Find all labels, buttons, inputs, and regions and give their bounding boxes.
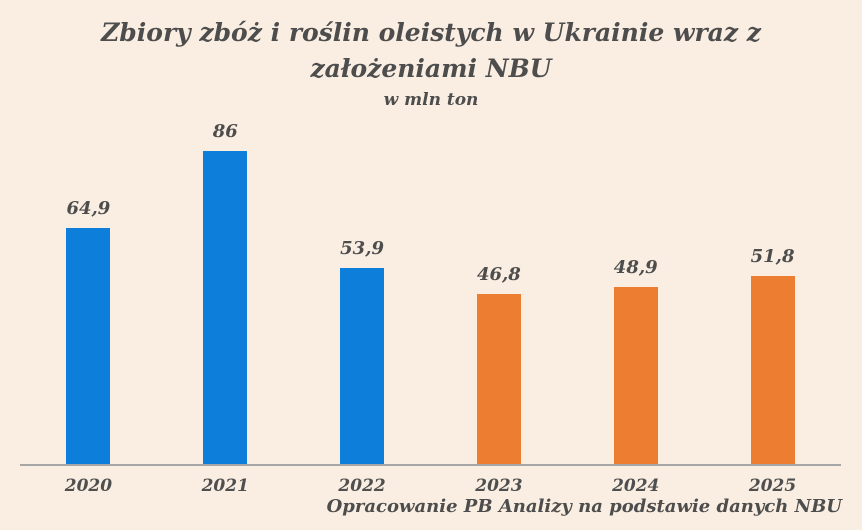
bar-value-label-2023: 46,8 xyxy=(476,264,521,285)
x-axis-label-2024: 2024 xyxy=(612,476,660,496)
x-axis-label-2025: 2025 xyxy=(748,476,797,496)
bar-slot-2024: 48,9 xyxy=(567,258,704,465)
bar-slot-2020: 64,9 xyxy=(20,199,157,465)
bar-2021 xyxy=(203,151,248,465)
bar-2025 xyxy=(750,276,795,465)
bar-value-label-2022: 53,9 xyxy=(340,238,384,259)
bar-slot-2021: 86 xyxy=(157,122,294,465)
chart-title-line-1: Zbiory zbóż i roślin oleistych w Ukraini… xyxy=(101,18,761,47)
chart-title: Zbiory zbóż i roślin oleistych w Ukraini… xyxy=(0,15,862,87)
bar-2020 xyxy=(66,228,111,465)
x-axis-label-2020: 2020 xyxy=(64,476,113,496)
x-axis-label-2022: 2022 xyxy=(338,476,386,496)
bar-slot-2023: 46,8 xyxy=(430,265,567,465)
bar-value-label-2025: 51,8 xyxy=(750,246,795,267)
plot-area: 64,9 86 53,9 46,8 48,9 51,8 xyxy=(20,115,841,465)
bar-value-label-2021: 86 xyxy=(212,121,238,142)
bar-2022 xyxy=(340,268,385,465)
bar-slot-2025: 51,8 xyxy=(704,247,841,465)
bar-2024 xyxy=(613,287,658,465)
x-axis-line xyxy=(20,464,841,466)
source-note: Opracowanie PB Analizy na podstawie dany… xyxy=(326,496,842,517)
chart-title-line-2: założeniami NBU xyxy=(310,54,552,83)
chart-header: Zbiory zbóż i roślin oleistych w Ukraini… xyxy=(0,15,862,111)
bar-value-label-2020: 64,9 xyxy=(66,198,111,219)
bar-2023 xyxy=(476,294,521,465)
x-axis-label-2023: 2023 xyxy=(475,476,523,496)
bar-value-label-2024: 48,9 xyxy=(613,257,658,278)
x-axis-label-2021: 2021 xyxy=(201,476,249,496)
bar-slot-2022: 53,9 xyxy=(294,239,431,465)
x-axis-labels: 2020 2021 2022 2023 2024 2025 xyxy=(20,476,841,496)
chart-subtitle: w mln ton xyxy=(383,90,479,110)
